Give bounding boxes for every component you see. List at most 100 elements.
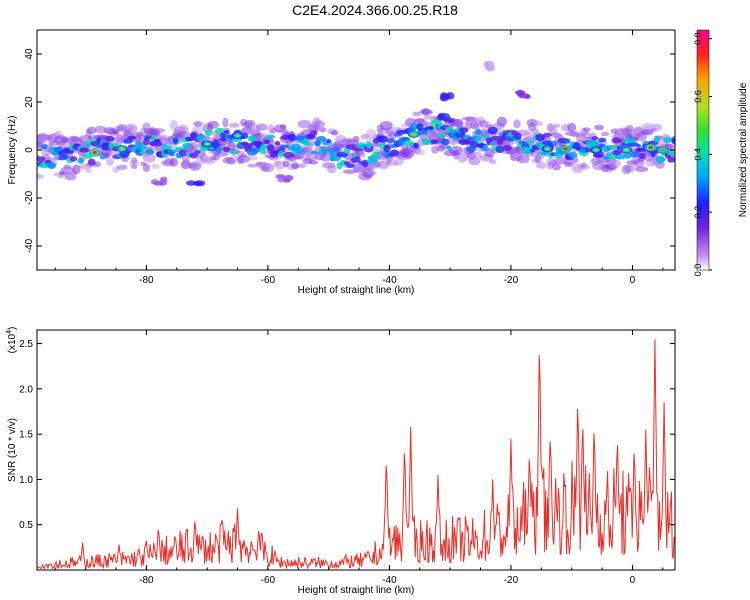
spectrogram-halo-blob — [343, 169, 357, 174]
spectrogram-halo-blob — [468, 156, 481, 166]
spectrogram-band-blob — [502, 144, 512, 151]
spectrogram-band-blob — [138, 144, 147, 151]
spectrogram-band-blob — [179, 149, 187, 157]
spectrogram-halo-blob — [116, 164, 128, 170]
spectrogram-band-blob — [591, 136, 599, 141]
x-tick-label: -60 — [261, 575, 276, 586]
spectrogram-band-blob — [69, 156, 78, 162]
spectrogram-band-blob — [568, 151, 578, 158]
x-tick-label: -60 — [261, 275, 276, 286]
spectrogram-halo-blob — [176, 130, 190, 139]
spectrogram-band-blob — [671, 137, 675, 145]
spectrogram-halo-blob — [607, 159, 621, 169]
y-tick-label: 1.0 — [19, 475, 33, 486]
spectrogram-band-blob — [396, 129, 407, 135]
spectrogram-halo-blob — [600, 132, 610, 137]
spectrogram-hotspot — [545, 147, 550, 151]
spectrogram-halo-blob — [169, 157, 178, 167]
spectrogram-halo-blob — [86, 126, 97, 135]
colorbar-tick-label: 0.8 — [693, 32, 703, 45]
spectrogram-halo-blob — [594, 124, 604, 131]
spectrogram-band-blob — [331, 146, 341, 152]
x-tick-label: -20 — [504, 575, 519, 586]
spectrogram-band-blob — [448, 128, 457, 135]
spectrogram-band-blob — [611, 137, 622, 144]
spectrogram-band-blob — [591, 140, 599, 147]
colorbar-label: Normalized spectral amplitude — [738, 82, 749, 217]
spectrogram-band-blob — [636, 147, 648, 152]
spectrogram-band-blob — [77, 157, 85, 164]
spectrogram-band-blob — [204, 129, 212, 136]
x-tick-label: 0 — [630, 275, 636, 286]
spectrogram-halo-blob — [105, 157, 114, 166]
spectrogram-halo-blob — [151, 163, 160, 170]
spectrogram-band-blob — [172, 137, 179, 144]
spectrogram-band-blob — [362, 160, 369, 168]
spectrogram-hotspot — [660, 148, 665, 152]
spectrogram-halo-blob — [449, 146, 464, 156]
spectrogram-band-blob — [223, 146, 231, 153]
colorbar-tick-label: 0.6 — [693, 90, 703, 103]
spectrogram-band-blob — [383, 144, 391, 153]
spectrogram-band-blob — [139, 150, 147, 155]
spectrogram-band-blob — [79, 147, 90, 153]
spectrogram-band-blob — [99, 155, 106, 160]
spectrogram-band-blob — [194, 150, 201, 154]
colorbar-tick-label: 0.2 — [693, 206, 703, 219]
x-tick-label: 0 — [630, 575, 636, 586]
spectrogram-halo-blob — [533, 121, 544, 127]
spectrogram-band-blob — [316, 135, 327, 142]
spectrogram-band-blob — [475, 128, 482, 136]
spectrogram-band-blob — [241, 132, 249, 139]
spectrogram-halo-blob — [496, 116, 507, 127]
spectrogram-halo-blob — [85, 168, 93, 174]
spectrogram-band-blob — [630, 151, 640, 158]
spectrogram-halo-blob — [624, 164, 635, 173]
spectrogram-halo-blob — [355, 166, 363, 172]
spectrogram-band-blob — [169, 151, 175, 157]
spectrogram-band-blob — [280, 144, 290, 149]
spectrogram-halo-blob — [131, 164, 138, 170]
y-tick-label: -20 — [24, 190, 35, 205]
spectrogram-halo-blob — [247, 155, 258, 161]
spectrogram-band-blob — [354, 156, 361, 163]
spectrogram-band-blob — [164, 145, 173, 150]
spectrogram-band-blob — [223, 129, 230, 135]
x-tick-label: -40 — [382, 275, 397, 286]
spectrogram-band-blob — [500, 133, 507, 142]
spectrogram-band-blob — [123, 138, 134, 144]
spectrogram-band-blob — [145, 149, 155, 155]
spectrogram-halo-blob — [358, 153, 366, 158]
spectrogram-side-feature — [483, 61, 491, 69]
y-tick-label: 0 — [24, 147, 35, 153]
spectrogram-band-blob — [655, 156, 666, 163]
spectrogram-band-blob — [614, 154, 626, 160]
spectrogram-halo-blob — [231, 154, 238, 161]
spectrogram-band-blob — [95, 144, 103, 148]
spectrogram-band-blob — [386, 138, 395, 144]
spectrogram-band-blob — [627, 137, 636, 143]
spectrogram-band-blob — [446, 145, 452, 151]
x-tick-label: -20 — [504, 275, 519, 286]
spectrogram-band-blob — [265, 134, 276, 139]
spectrogram-band-blob — [542, 132, 552, 138]
spectrogram-halo-blob — [308, 160, 319, 165]
spectrogram-halo-blob — [552, 163, 561, 171]
spectrogram-band-blob — [247, 135, 257, 142]
spectrogram-band-blob — [151, 141, 163, 147]
x-tick-label: -40 — [382, 575, 397, 586]
spectrogram-band-blob — [269, 153, 278, 158]
spectrogram-layer — [37, 60, 675, 187]
spectrogram-halo-blob — [63, 164, 72, 170]
spectrogram-band-blob — [230, 150, 238, 155]
spectrogram-halo-blob — [296, 163, 307, 169]
spectrogram-band-blob — [216, 146, 222, 154]
spectrogram-band-blob — [143, 138, 150, 146]
spectrogram-band-blob — [346, 163, 355, 169]
spectrogram-halo-blob — [212, 154, 221, 161]
spectrogram-band-blob — [551, 140, 558, 146]
spectrogram-band-blob — [288, 133, 297, 142]
spectrogram-halo-blob — [142, 153, 156, 163]
spectrogram-halo-blob — [580, 162, 587, 168]
